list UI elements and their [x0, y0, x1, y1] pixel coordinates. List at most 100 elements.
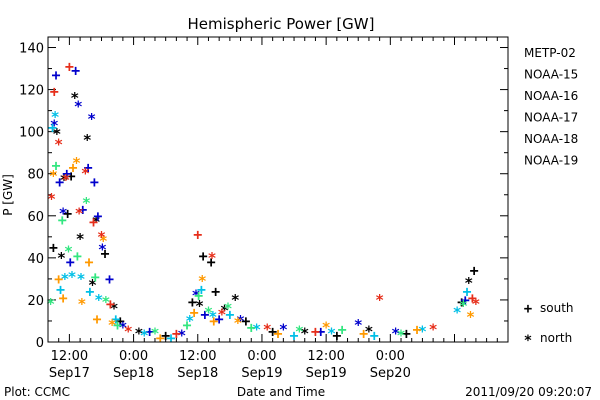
point-metp-02-1: *: [52, 125, 61, 143]
point-noaa-16-14: +: [225, 306, 234, 324]
point-noaa-19-8: *: [97, 228, 106, 246]
point-noaa-15-23: +: [316, 322, 325, 340]
point-noaa-18-16: *: [322, 318, 331, 336]
point-noaa-15-21: *: [236, 312, 245, 330]
point-metp-02-22: *: [231, 291, 240, 309]
point-metp-02-31: +: [470, 261, 479, 279]
point-metp-02-24: +: [268, 322, 277, 340]
point-metp-02-0: +: [49, 238, 58, 256]
point-noaa-17-17: *: [397, 327, 406, 345]
legend-item-noaa-18: NOAA-18: [524, 132, 578, 146]
legend-item-metp-02: METP-02: [524, 46, 576, 60]
point-noaa-18-5: *: [77, 295, 86, 313]
point-noaa-16-12: +: [197, 280, 206, 298]
tick-marks: [47, 37, 509, 343]
point-noaa-15-6: +: [71, 62, 80, 80]
point-noaa-19-5: *: [75, 205, 84, 223]
point-noaa-15-18: *: [191, 287, 200, 305]
x-tick-date-3: Sep19: [241, 366, 282, 381]
point-noaa-15-22: *: [279, 320, 288, 338]
point-noaa-17-2: +: [58, 211, 67, 229]
point-noaa-17-7: *: [101, 293, 110, 311]
y-tick-label-0: 0: [36, 336, 44, 351]
point-metp-02-16: +: [188, 293, 197, 311]
point-noaa-18-13: +: [209, 312, 218, 330]
point-noaa-19-14: *: [217, 306, 226, 324]
point-noaa-18-14: *: [233, 314, 242, 332]
y-tick-label-1: 20: [27, 294, 44, 309]
point-noaa-16-0: +: [48, 118, 57, 136]
data-points: +***++*****+*+* ++*+++**++ * + * ++*+*++*+++*…: [46, 57, 480, 346]
point-noaa-17-15: *: [295, 322, 304, 340]
point-noaa-16-18: +: [370, 327, 379, 345]
series-noaa-16: +*+** *+ *+* +*+* +* + * + **+: [48, 108, 472, 347]
point-metp-02-27: *: [364, 322, 373, 340]
point-noaa-18-10: +: [156, 329, 165, 347]
point-metp-02-17: *: [195, 297, 204, 315]
point-noaa-16-4: *: [68, 268, 77, 286]
point-noaa-16-2: +: [56, 280, 65, 298]
point-noaa-19-18: *: [429, 320, 438, 338]
x-tick-time-0: 12:00: [51, 349, 88, 364]
point-noaa-15-10: *: [87, 110, 96, 128]
point-metp-02-23: +: [241, 312, 250, 330]
point-metp-02-11: +: [101, 245, 110, 263]
point-metp-02-20: +: [211, 283, 220, 301]
point-noaa-18-4: *: [72, 154, 81, 172]
point-noaa-17-12: *: [204, 304, 213, 322]
point-noaa-17-6: +: [91, 268, 100, 286]
point-metp-02-30: *: [464, 274, 473, 292]
point-noaa-15-2: +: [55, 173, 64, 191]
point-noaa-17-5: *: [82, 194, 91, 212]
point-metp-02-5: +: [67, 167, 76, 185]
series-noaa-15: *++*+++*++*++*+* + **+ + * * + * *+: [50, 62, 470, 345]
point-noaa-18-12: *: [198, 272, 207, 290]
point-metp-02-21: *: [220, 301, 229, 319]
point-noaa-16-9: *: [140, 327, 149, 345]
x-tick-time-4: 12:00: [307, 349, 344, 364]
point-noaa-16-17: *: [327, 325, 336, 343]
point-metp-02-6: *: [70, 89, 79, 107]
legend: METP-02 NOAA-15 NOAA-16 NOAA-17 NOAA-18 NOAA-…: [524, 46, 578, 168]
point-noaa-19-1: +: [50, 83, 59, 101]
point-noaa-15-1: +: [52, 66, 61, 84]
point-metp-02-29: +: [457, 293, 466, 311]
series-metp-02: +***++*****+*+* ++*+++**++ * + * ++*+: [49, 89, 479, 345]
x-tick-labels: 12:00 Sep17 0:00 Sep18 12:00 Sep18 0:00 Sep19 12…: [49, 349, 411, 381]
point-noaa-16-15: *: [252, 320, 261, 338]
point-noaa-19-10: *: [124, 322, 133, 340]
point-metp-02-25: *: [300, 325, 309, 343]
marker-legend-north-label: north: [540, 331, 572, 345]
point-metp-02-9: *: [88, 276, 97, 294]
y-tick-label-3: 60: [27, 210, 44, 225]
point-noaa-18-15: +: [273, 325, 282, 343]
point-noaa-15-16: +: [145, 322, 154, 340]
point-noaa-17-18: *: [459, 297, 468, 315]
x-tick-time-3: 0:00: [247, 349, 276, 364]
point-noaa-19-20: *: [471, 295, 480, 313]
footer-timestamp: 2011/09/20 09:20:07: [465, 385, 592, 399]
point-noaa-15-15: *: [118, 318, 127, 336]
point-noaa-16-19: *: [418, 322, 427, 340]
marker-legend-south-label: south: [540, 301, 574, 315]
point-noaa-16-13: *: [208, 308, 217, 326]
point-noaa-15-4: +: [62, 165, 71, 183]
point-noaa-18-0: *: [49, 167, 58, 185]
marker-legend-south: + south: [524, 301, 574, 317]
point-noaa-15-19: +: [200, 306, 209, 324]
legend-item-noaa-15: NOAA-15: [524, 68, 578, 82]
series-noaa-17: *++* +*+*+ * ++* *+ * + **: [46, 156, 468, 344]
plot-frame: [47, 36, 509, 343]
point-noaa-15-3: *: [59, 205, 68, 223]
point-metp-02-3: *: [60, 171, 69, 189]
point-metp-02-13: +: [116, 312, 125, 330]
series-noaa-18: *+++**++**++*+ *+ * + +*: [49, 154, 475, 347]
legend-item-noaa-17: NOAA-17: [524, 111, 578, 125]
point-noaa-15-13: *: [98, 240, 107, 258]
point-noaa-15-26: +: [461, 291, 470, 309]
y-axis-label: P [GW]: [1, 174, 15, 216]
point-noaa-17-3: *: [64, 243, 73, 261]
point-noaa-15-24: *: [354, 316, 363, 334]
point-noaa-17-16: +: [338, 320, 347, 338]
